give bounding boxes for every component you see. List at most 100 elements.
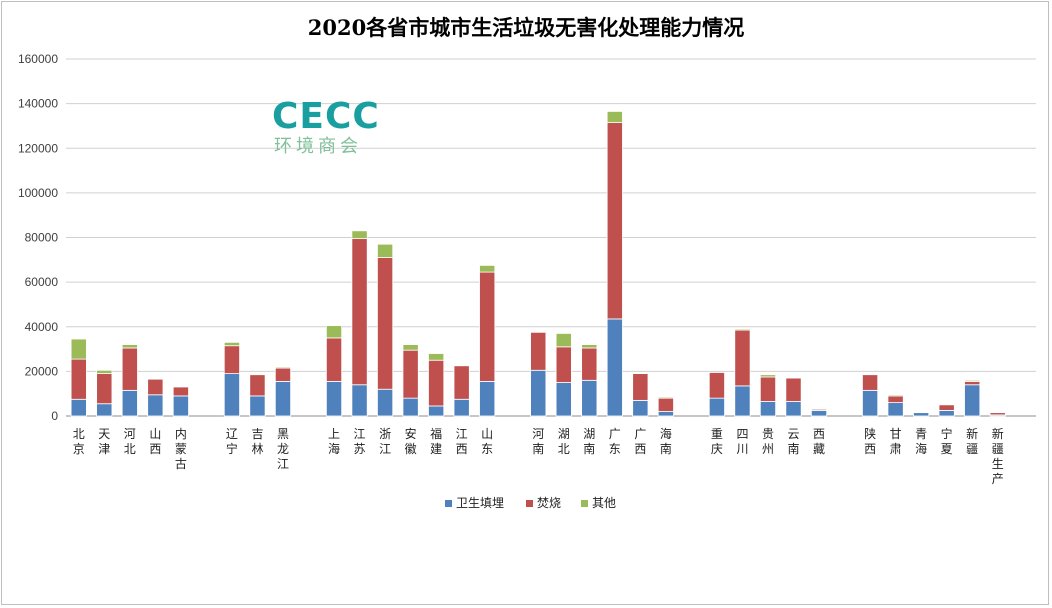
bar-内蒙古-卫生填埋 <box>172 395 189 417</box>
bar-天津-其他 <box>96 369 113 375</box>
logo-mark: CECC <box>272 96 380 137</box>
bar-上海-卫生填埋 <box>325 381 343 417</box>
x-category-label: 山东 <box>481 427 493 456</box>
y-tick-label: 120000 <box>18 141 58 155</box>
bar-浙江-卫生填埋 <box>377 388 394 417</box>
bar-陕西-卫生填埋 <box>862 389 879 417</box>
bar-黑龙江-卫生填埋 <box>274 381 292 417</box>
bar-宁夏-焚烧 <box>938 404 955 411</box>
bar-北京-焚烧 <box>70 358 87 400</box>
bar-新疆-焚烧 <box>964 381 981 386</box>
bar-贵州-卫生填埋 <box>759 401 777 417</box>
bar-西藏-卫生填埋 <box>810 410 828 417</box>
bar-西藏-焚烧 <box>810 408 828 411</box>
legend-swatch-其他 <box>581 500 588 507</box>
bar-青海-卫生填埋 <box>913 412 930 417</box>
bar-辽宁-卫生填埋 <box>223 373 240 417</box>
bar-甘肃-卫生填埋 <box>887 402 904 417</box>
bar-安徽-其他 <box>402 344 419 351</box>
y-tick-label: 100000 <box>18 186 58 200</box>
bar-云南-卫生填埋 <box>785 401 802 417</box>
x-category-label: 河南 <box>532 427 544 456</box>
bar-重庆-焚烧 <box>708 372 725 399</box>
bar-江苏-焚烧 <box>351 238 368 386</box>
legend: 卫生填埋 焚烧 其他 <box>445 496 616 510</box>
x-category-label: 新疆 <box>966 426 978 456</box>
x-category-label: 安徽 <box>405 426 417 456</box>
bar-江苏-卫生填埋 <box>351 384 368 417</box>
bar-辽宁-焚烧 <box>223 345 240 375</box>
x-category-label: 海南 <box>660 426 672 456</box>
y-tick-label: 40000 <box>25 320 59 334</box>
bar-广东-焚烧 <box>606 122 623 320</box>
bar-新疆-卫生填埋 <box>964 384 981 417</box>
x-category-label: 重庆 <box>711 427 723 456</box>
x-category-label: 吉林 <box>251 427 263 456</box>
x-category-label: 河北 <box>124 427 136 456</box>
bar-安徽-卫生填埋 <box>402 397 419 417</box>
bar-重庆-卫生填埋 <box>708 397 725 417</box>
x-category-label: 辽宁 <box>226 427 238 456</box>
x-category-label: 江西 <box>456 427 468 456</box>
bar-福建-其他 <box>428 353 445 361</box>
bar-河南-焚烧 <box>530 331 547 371</box>
bar-海南-其他 <box>657 396 674 399</box>
bar-江西-焚烧 <box>453 365 470 400</box>
bar-宁夏-卫生填埋 <box>938 410 955 417</box>
bar-四川-其他 <box>734 328 751 331</box>
x-category-label: 天津 <box>98 427 110 456</box>
bar-山东-其他 <box>479 264 496 273</box>
bar-陕西-焚烧 <box>862 374 879 391</box>
bar-河南-卫生填埋 <box>530 369 547 417</box>
x-category-label: 浙江 <box>379 427 391 456</box>
bar-四川-焚烧 <box>734 329 751 387</box>
bar-北京-其他 <box>70 338 87 360</box>
y-tick-label: 20000 <box>25 364 59 378</box>
x-category-label: 四川 <box>736 427 748 456</box>
x-category-label: 新疆生产 <box>992 426 1004 486</box>
x-category-label: 宁夏 <box>941 426 953 456</box>
bar-湖北-其他 <box>555 333 572 348</box>
bar-新疆-其他 <box>964 379 981 382</box>
bar-福建-卫生填埋 <box>428 405 445 417</box>
x-category-label: 广西 <box>634 427 646 456</box>
bar-黑龙江-焚烧 <box>274 367 292 382</box>
bar-广西-卫生填埋 <box>632 399 649 417</box>
y-tick-label: 80000 <box>25 231 59 245</box>
x-category-label: 西藏 <box>813 427 825 456</box>
y-tick-labels: 0 20000 40000 60000 80000 100000 120000 140000 1… <box>18 52 58 423</box>
x-category-label: 黑龙江 <box>277 427 289 471</box>
bar-内蒙古-焚烧 <box>172 386 189 397</box>
legend-label: 其他 <box>592 496 616 510</box>
bar-上海-其他 <box>325 325 343 339</box>
bar-云南-焚烧 <box>785 377 802 402</box>
grid-lines <box>66 58 1036 417</box>
bar-吉林-焚烧 <box>249 374 266 397</box>
cecc-logo: CECC 环境商会 <box>272 96 380 157</box>
bar-福建-焚烧 <box>428 359 445 407</box>
bar-北京-卫生填埋 <box>70 398 87 417</box>
bar-天津-焚烧 <box>96 373 113 405</box>
bar-贵州-焚烧 <box>759 376 777 402</box>
x-category-label: 湖北 <box>558 426 570 456</box>
x-category-label: 贵州 <box>762 427 774 456</box>
bar-新疆生产-焚烧 <box>989 412 1006 416</box>
bar-河北-卫生填埋 <box>121 389 138 417</box>
bar-山东-焚烧 <box>479 271 496 382</box>
bar-辽宁-其他 <box>223 341 240 347</box>
y-tick-label: 140000 <box>18 97 58 111</box>
x-category-label: 湖南 <box>583 426 595 456</box>
legend-swatch-焚烧 <box>526 500 533 507</box>
x-category-label: 内蒙古 <box>175 427 187 471</box>
bar-四川-卫生填埋 <box>734 385 751 417</box>
bar-湖南-卫生填埋 <box>581 379 598 417</box>
x-category-label: 广东 <box>609 427 621 456</box>
bar-吉林-卫生填埋 <box>249 395 266 417</box>
bar-天津-卫生填埋 <box>96 403 113 417</box>
bar-黑龙江-其他 <box>274 366 292 369</box>
bar-湖北-卫生填埋 <box>555 382 572 417</box>
bar-广东-卫生填埋 <box>606 318 623 417</box>
bar-河北-焚烧 <box>121 347 138 391</box>
